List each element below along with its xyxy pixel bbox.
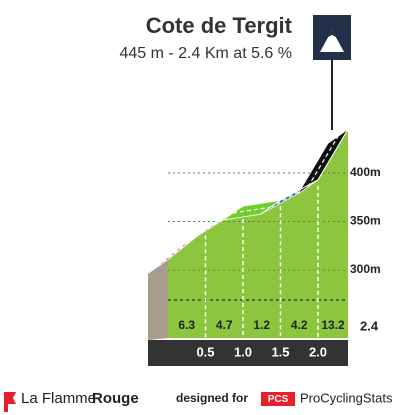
chart-subtitle: 445 m - 2.4 Km at 5.6 % [119,45,292,62]
band-center [232,206,271,214]
front-face [148,259,168,340]
plot: 300m 350m 400m 0.5 1.0 1.5 2.0 2.4 6.3 4.7 1.2 4.2 1… [147,129,381,366]
gradient-label: 6.3 [178,318,195,332]
band-center [157,235,196,267]
profile-line [167,129,349,260]
designed-for: designed for [176,391,248,405]
brand-regular: La Flamme [21,390,96,407]
gradient-label: 13.2 [321,318,345,332]
x-tick-label: 2.0 [309,344,327,359]
y-tick-label: 400m [350,165,381,179]
x-tick-label: 2.4 [360,318,379,333]
gradient-label: 4.7 [216,318,233,332]
flag-icon [4,392,16,412]
hill-body [168,129,348,338]
distance-strip [148,340,348,366]
brand-bold: Rouge [92,390,139,407]
x-tick-label: 1.5 [271,344,289,359]
y-tick-label: 350m [350,214,381,228]
summit-mountain [320,30,344,52]
y-tick-label: 300m [350,262,381,276]
x-tick-label: 0.5 [196,344,214,359]
gradient-label: 4.2 [291,318,308,332]
band-center [307,136,339,188]
pcs-label: PCS [268,394,289,405]
site-name: ProCyclingStats [300,390,393,405]
footer: La Flamme Rouge designed for PCS ProCycl… [4,390,393,412]
chart-title: Cote de Tergit [146,13,293,38]
gradient-label: 1.2 [253,318,270,332]
x-tick-label: 1.0 [234,344,252,359]
pcs-badge [261,392,295,406]
summit-snow [328,30,336,37]
